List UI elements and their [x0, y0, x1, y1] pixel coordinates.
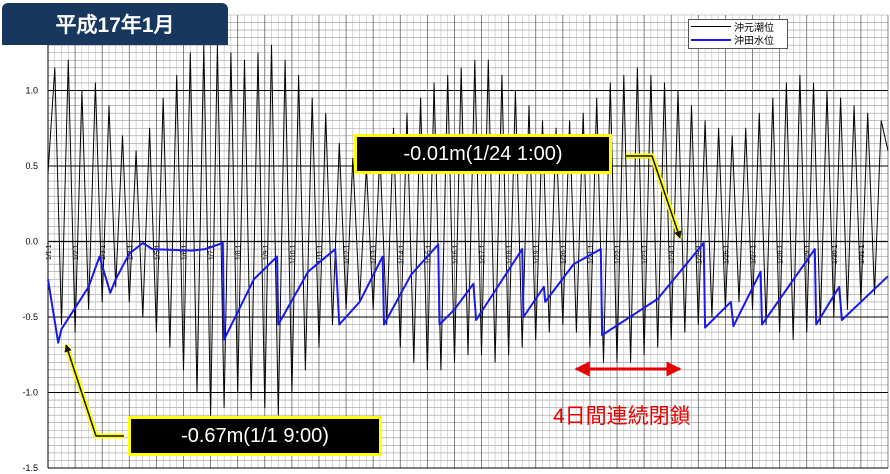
y-tick-label: 1.0: [25, 86, 38, 96]
x-tick-labels: 1/1 1 1/2 1 1/3 1 1/4 1 1/5 1 1/6 1 1/7 1 1/8 1…: [46, 244, 866, 264]
callout-max-level: -0.01m(1/24 1:00): [354, 134, 612, 174]
series-lines: [47, 44, 889, 416]
legend-swatch-tide: [691, 26, 731, 27]
x-tick-label: 1/22 1: [615, 244, 622, 264]
x-tick-label: 1/24 1: [669, 244, 676, 264]
legend-label-tide: 沖元潮位: [734, 23, 774, 34]
x-tick-label: 1/16 1: [452, 244, 459, 264]
legend-item-water: 沖田水位: [689, 33, 787, 47]
x-tick-label: 1/14 1: [398, 244, 405, 264]
x-tick-label: 1/17 1: [480, 244, 487, 264]
x-tick-label: 1/8 1: [236, 244, 243, 260]
x-tick-label: 1/23 1: [642, 244, 649, 264]
annotation-arrows: [63, 153, 683, 439]
y-tick-label: -1.5: [22, 463, 38, 473]
x-tick-label: 1/18 1: [507, 244, 514, 264]
y-tick-label: -0.5: [22, 312, 38, 322]
x-tick-label: 1/5 1: [154, 244, 161, 260]
x-tick-label: 1/6 1: [181, 244, 188, 260]
series-line-tide: [47, 44, 889, 416]
x-tick-label: 1/11 1: [317, 244, 324, 263]
x-tick-label: 1/19 1: [534, 244, 541, 264]
chart-title: 平成17年1月: [2, 3, 228, 45]
x-tick-label: 1/2 1: [73, 244, 80, 260]
x-tick-label: 1/12 1: [344, 244, 351, 264]
x-tick-label: 1/13 1: [371, 244, 378, 264]
y-axis: 1.0 0.5 0.0 -0.5 -1.0 -1.5: [22, 15, 888, 473]
y-tick-label: 0.5: [25, 161, 38, 171]
legend-item-tide: 沖元潮位: [689, 20, 787, 34]
closure-annotation: 4日間連続閉鎖: [553, 405, 691, 428]
y-tick-label: 0.0: [25, 237, 38, 247]
y-tick-label: -1.0: [22, 388, 38, 398]
x-tick-label: 1/26 1: [723, 244, 730, 264]
callout-max-leader: [626, 155, 682, 239]
legend-swatch-water: [691, 38, 731, 41]
x-tick-label: 1/25 1: [696, 244, 703, 264]
series-line-water: [47, 242, 889, 344]
legend-label-water: 沖田水位: [734, 36, 774, 47]
callout-min-leader: [64, 344, 124, 437]
x-tick-label: 1/28 1: [778, 244, 785, 264]
x-tick-label: 1/7 1: [209, 244, 216, 260]
x-tick-label: 1/29 1: [805, 244, 812, 264]
x-tick-label: 1/1 1: [46, 244, 53, 260]
x-tick-label: 1/9 1: [263, 244, 270, 260]
callout-min-level: -0.67m(1/1 9:00): [128, 416, 382, 456]
x-tick-label: 1/10 1: [290, 244, 297, 264]
x-tick-label: 1/20 1: [561, 244, 568, 264]
legend: 沖元潮位 沖田水位: [688, 19, 788, 49]
